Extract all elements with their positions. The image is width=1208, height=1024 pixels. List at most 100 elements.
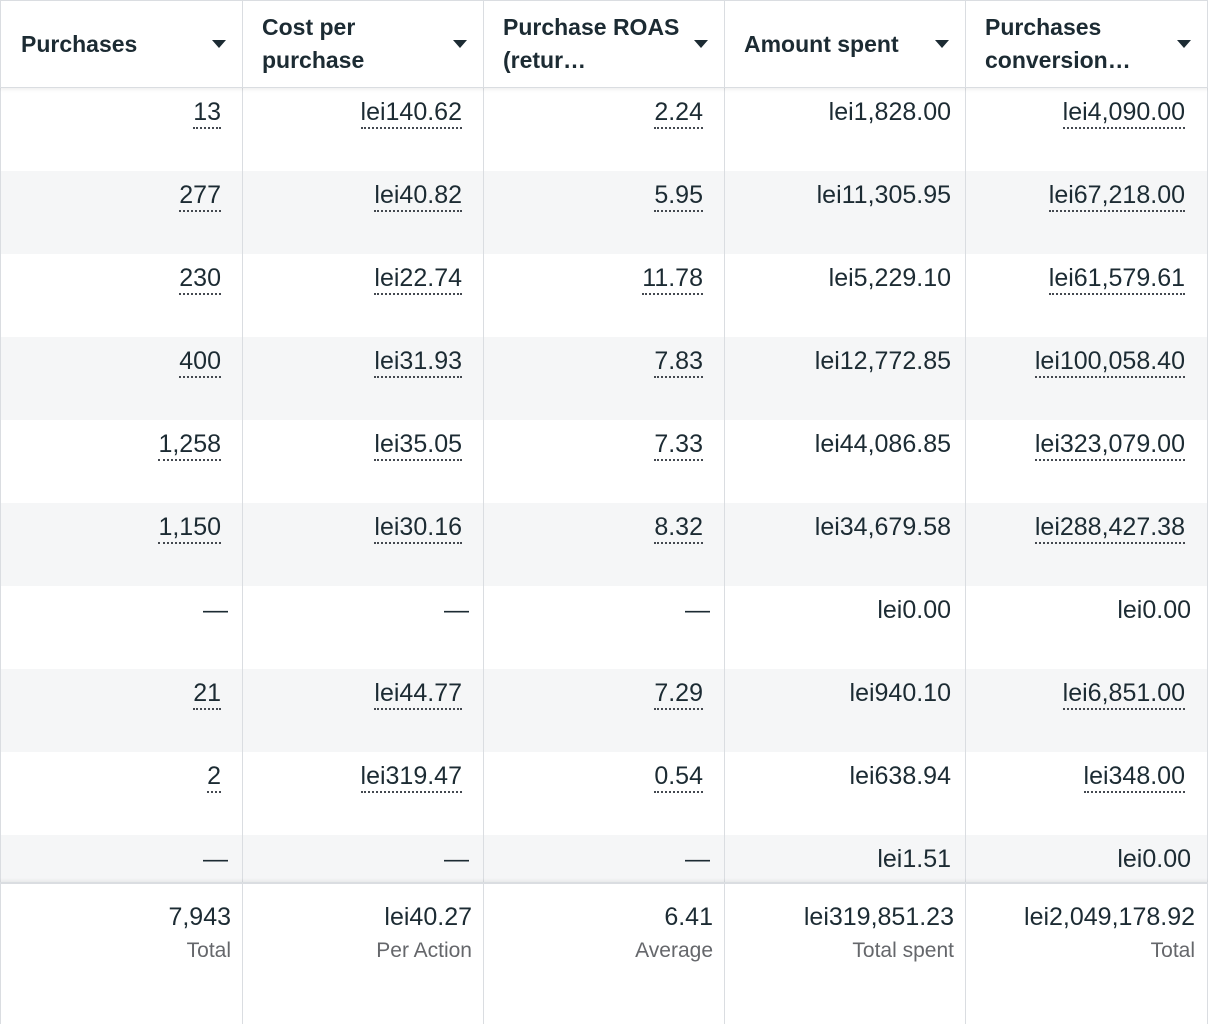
column-header-label: Purchase ROAS (retur…: [503, 14, 680, 73]
table-header: Purchases Cost per purchase Purchase ROA…: [0, 0, 1208, 88]
cell-value: —: [203, 845, 228, 873]
cell-value: lei638.94: [849, 762, 951, 790]
cost-per-purchase-cell: lei35.05: [242, 420, 483, 503]
conversion-value-cell: lei4,090.00: [965, 88, 1208, 171]
table-row: 1,258 lei35.05 7.33 lei44,086.85 lei323,079.…: [0, 420, 1208, 503]
purchases-cell: 400: [0, 337, 242, 420]
cell-value-link[interactable]: lei100,058.40: [1034, 347, 1185, 378]
column-header-purchase-roas[interactable]: Purchase ROAS (retur…: [483, 1, 724, 87]
cell-value-link[interactable]: 13: [193, 98, 221, 129]
amount-spent-cell: lei0.00: [724, 586, 965, 669]
cell-value: lei1,828.00: [828, 98, 951, 126]
amount-spent-cell: lei940.10: [724, 669, 965, 752]
conversion-value-cell: lei348.00: [965, 752, 1208, 835]
table-row: 21 lei44.77 7.29 lei940.10 lei6,851.00: [0, 669, 1208, 752]
cell-value-link[interactable]: lei31.93: [374, 347, 462, 378]
purchases-cell: 2: [0, 752, 242, 835]
cell-value-link[interactable]: lei323,079.00: [1034, 430, 1185, 461]
purchase-roas-cell: 2.24: [483, 88, 724, 171]
table-row: 277 lei40.82 5.95 lei11,305.95 lei67,218.00: [0, 171, 1208, 254]
cell-value-link[interactable]: 1,258: [158, 430, 221, 461]
caret-down-icon[interactable]: [212, 40, 226, 48]
cell-value-link[interactable]: 277: [179, 181, 221, 212]
cell-value-link[interactable]: lei61,579.61: [1048, 264, 1185, 295]
total-amount-spent: lei319,851.23 Total spent: [724, 884, 965, 1024]
cell-value-link[interactable]: lei140.62: [360, 98, 462, 129]
table-body: 13 lei140.62 2.24 lei1,828.00 lei4,090.00 277…: [0, 88, 1208, 918]
conversion-value-cell: lei288,427.38: [965, 503, 1208, 586]
total-value: lei2,049,178.92: [1024, 903, 1195, 931]
cell-value-link[interactable]: 400: [179, 347, 221, 378]
cell-value-link[interactable]: 2.24: [654, 98, 703, 129]
table-row: 400 lei31.93 7.83 lei12,772.85 lei100,058.40: [0, 337, 1208, 420]
cell-value: lei0.00: [877, 596, 951, 624]
total-label: Total: [186, 939, 231, 962]
column-header-purchases-conversion-value[interactable]: Purchases conversion…: [965, 1, 1208, 87]
amount-spent-cell: lei638.94: [724, 752, 965, 835]
amount-spent-cell: lei44,086.85: [724, 420, 965, 503]
cell-value-link[interactable]: lei319.47: [360, 762, 462, 793]
amount-spent-cell: lei12,772.85: [724, 337, 965, 420]
purchase-roas-cell: 7.33: [483, 420, 724, 503]
cell-value-link[interactable]: 7.29: [654, 679, 703, 710]
cell-value-link[interactable]: 2: [207, 762, 221, 793]
cell-value-link[interactable]: lei40.82: [374, 181, 462, 212]
total-label: Per Action: [376, 939, 472, 962]
cell-value-link[interactable]: lei6,851.00: [1062, 679, 1185, 710]
column-header-label: Amount spent: [744, 30, 899, 57]
column-header-label: Purchases conversion…: [985, 14, 1131, 73]
cell-value-link[interactable]: lei30.16: [374, 513, 462, 544]
cost-per-purchase-cell: —: [242, 586, 483, 669]
cell-value-link[interactable]: 21: [193, 679, 221, 710]
cell-value-link[interactable]: lei4,090.00: [1062, 98, 1185, 129]
column-header-cost-per-purchase[interactable]: Cost per purchase: [242, 1, 483, 87]
cell-value: —: [685, 845, 710, 873]
column-header-label: Purchases: [21, 30, 138, 57]
caret-down-icon[interactable]: [453, 40, 467, 48]
cell-value-link[interactable]: lei67,218.00: [1048, 181, 1185, 212]
purchase-roas-cell: —: [483, 586, 724, 669]
purchase-roas-cell: 11.78: [483, 254, 724, 337]
cost-per-purchase-cell: lei31.93: [242, 337, 483, 420]
amount-spent-cell: lei5,229.10: [724, 254, 965, 337]
cell-value-link[interactable]: lei348.00: [1083, 762, 1185, 793]
caret-down-icon[interactable]: [935, 40, 949, 48]
column-header-amount-spent[interactable]: Amount spent: [724, 1, 965, 87]
total-purchases: 7,943 Total: [0, 884, 242, 1024]
total-value: 6.41: [664, 903, 713, 931]
amount-spent-cell: lei1,828.00: [724, 88, 965, 171]
cell-value-link[interactable]: 0.54: [654, 762, 703, 793]
cell-value-link[interactable]: 7.33: [654, 430, 703, 461]
cell-value-link[interactable]: 5.95: [654, 181, 703, 212]
cell-value-link[interactable]: 8.32: [654, 513, 703, 544]
purchases-cell: 1,258: [0, 420, 242, 503]
cell-value-link[interactable]: lei35.05: [374, 430, 462, 461]
cell-value-link[interactable]: lei22.74: [374, 264, 462, 295]
caret-down-icon[interactable]: [694, 40, 708, 48]
cell-value: lei1.51: [877, 845, 951, 873]
cell-value: lei12,772.85: [814, 347, 951, 375]
table-row: 230 lei22.74 11.78 lei5,229.10 lei61,579.61: [0, 254, 1208, 337]
total-value: lei40.27: [384, 903, 472, 931]
purchase-roas-cell: 8.32: [483, 503, 724, 586]
cell-value-link[interactable]: 230: [179, 264, 221, 295]
cell-value-link[interactable]: 7.83: [654, 347, 703, 378]
purchase-roas-cell: 0.54: [483, 752, 724, 835]
purchases-cell: 230: [0, 254, 242, 337]
cell-value-link[interactable]: lei288,427.38: [1034, 513, 1185, 544]
cell-value-link[interactable]: 1,150: [158, 513, 221, 544]
column-header-purchases[interactable]: Purchases: [0, 1, 242, 87]
purchases-cell: 277: [0, 171, 242, 254]
total-label: Total: [1150, 939, 1195, 962]
purchase-roas-cell: 7.83: [483, 337, 724, 420]
cell-value-link[interactable]: 11.78: [642, 264, 703, 295]
purchases-cell: —: [0, 586, 242, 669]
cell-value-link[interactable]: lei44.77: [374, 679, 462, 710]
table-row: 2 lei319.47 0.54 lei638.94 lei348.00: [0, 752, 1208, 835]
caret-down-icon[interactable]: [1177, 40, 1191, 48]
conversion-value-cell: lei61,579.61: [965, 254, 1208, 337]
cell-value: —: [444, 845, 469, 873]
cost-per-purchase-cell: —: [242, 835, 483, 918]
cell-value: —: [444, 596, 469, 624]
